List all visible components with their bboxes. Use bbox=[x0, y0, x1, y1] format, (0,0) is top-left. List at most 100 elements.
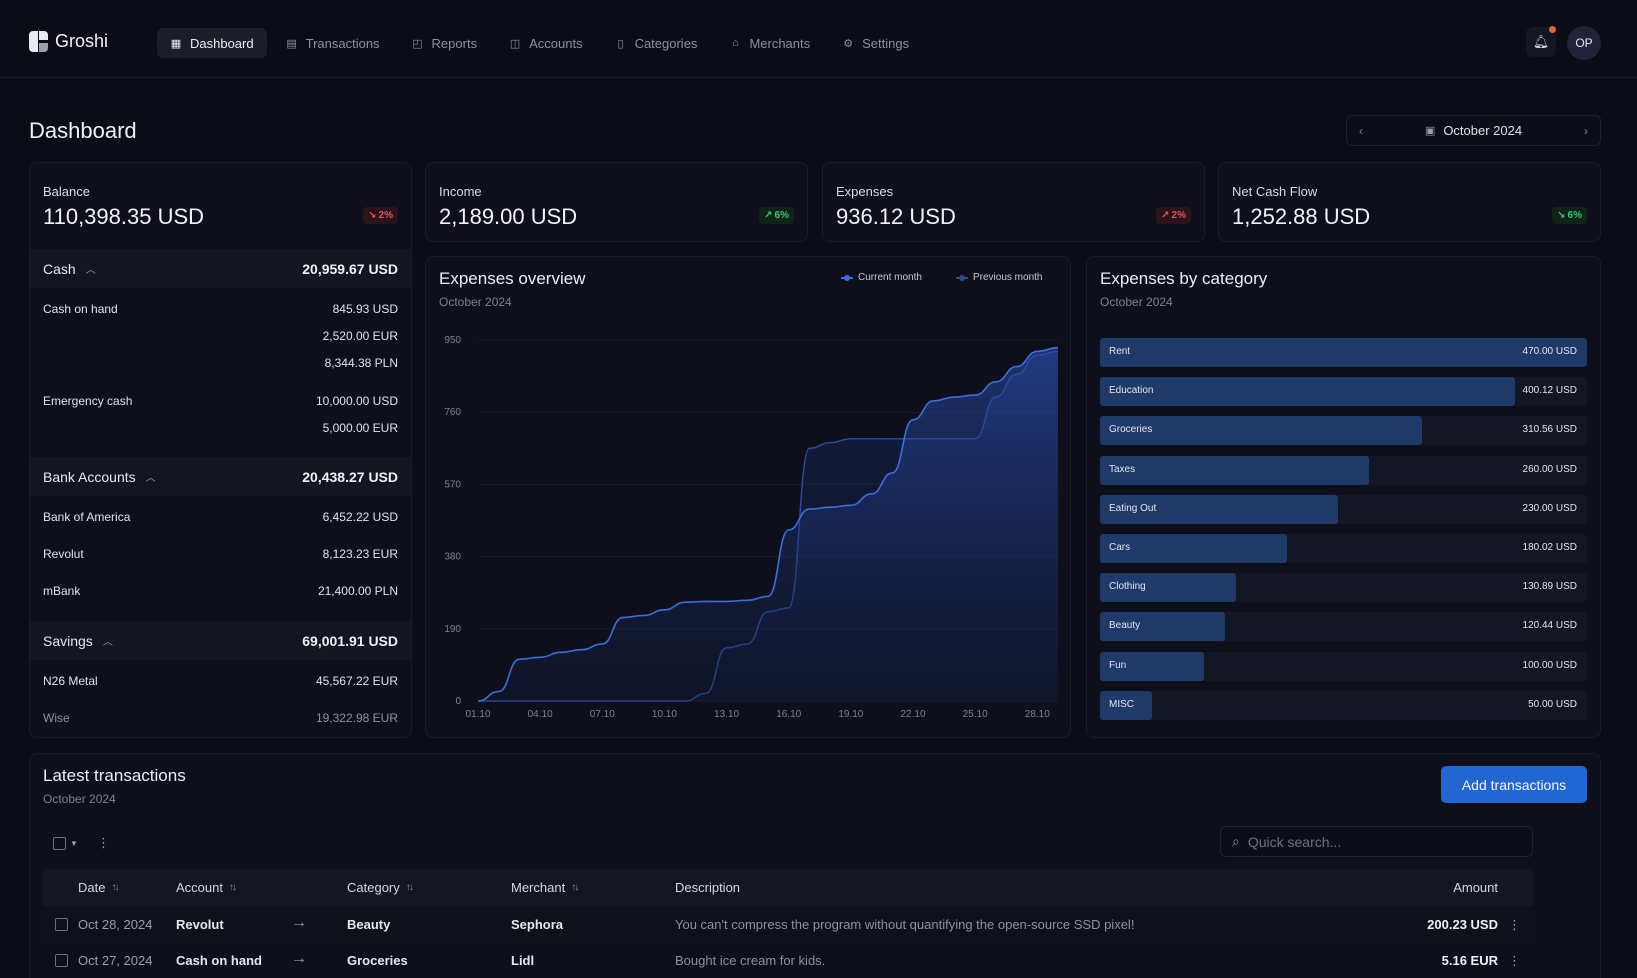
column-category[interactable]: Category ↑↓ bbox=[347, 880, 414, 895]
month-display[interactable]: ▣ October 2024 bbox=[1425, 123, 1522, 138]
stat-label: Income bbox=[439, 184, 482, 199]
category-bar[interactable]: Education 400.12 USD bbox=[1100, 377, 1587, 407]
badge-value: 2% bbox=[378, 210, 393, 221]
account-name[interactable]: Revolut bbox=[43, 547, 84, 561]
account-name[interactable]: Bank of America bbox=[43, 510, 131, 524]
x-tick-label: 13.10 bbox=[714, 709, 739, 720]
chevron-down-icon[interactable]: ▼ bbox=[70, 839, 78, 848]
category-bar[interactable]: Taxes 260.00 USD bbox=[1100, 455, 1587, 485]
nav-dashboard[interactable]: ▦ Dashboard bbox=[157, 28, 267, 58]
accounts-section-bank[interactable]: Bank Accounts ︿ 20,438.27 USD bbox=[30, 457, 411, 496]
nav-transactions[interactable]: ▤ Transactions bbox=[273, 28, 393, 58]
stat-label: Balance bbox=[43, 184, 90, 199]
add-transactions-button[interactable]: Add transactions bbox=[1441, 766, 1587, 803]
panel-title: Expenses overview bbox=[439, 269, 586, 288]
row-menu-icon[interactable]: ⋮ bbox=[1508, 953, 1521, 968]
expenses-overview-panel: Expenses overview October 2024 Current m… bbox=[425, 256, 1071, 738]
column-merchant[interactable]: Merchant ↑↓ bbox=[511, 880, 579, 895]
y-tick-label: 0 bbox=[455, 696, 461, 707]
legend-current[interactable]: Current month bbox=[841, 272, 922, 283]
section-title: Savings bbox=[43, 632, 93, 649]
nav-label: Accounts bbox=[529, 35, 583, 51]
quick-search[interactable]: ⌕ bbox=[1220, 826, 1533, 857]
chevron-up-icon[interactable]: ︿ bbox=[102, 637, 113, 648]
account-value: 6,452.22 USD bbox=[322, 510, 398, 524]
main-nav: ▦ Dashboard ▤ Transactions ◰ Reports ◫ A… bbox=[157, 28, 922, 58]
accounts-section-cash[interactable]: Cash ︿ 20,959.67 USD bbox=[30, 249, 411, 288]
table-row[interactable]: Oct 28, 2024 Revolut → Beauty Sephora Yo… bbox=[43, 906, 1533, 942]
month-picker: ‹ ▣ October 2024 › bbox=[1346, 115, 1601, 146]
account-value: 21,400.00 PLN bbox=[317, 584, 398, 598]
nav-categories[interactable]: ▯ Categories bbox=[602, 28, 711, 58]
row-menu-icon[interactable]: ⋮ bbox=[1508, 917, 1521, 932]
category-bar[interactable]: Beauty 120.44 USD bbox=[1100, 612, 1587, 642]
category-bar[interactable]: Clothing 130.89 USD bbox=[1100, 573, 1587, 603]
column-label: Date bbox=[78, 880, 106, 895]
status-badge: ↗ 6% bbox=[759, 207, 794, 224]
sort-icon[interactable]: ↑↓ bbox=[228, 882, 237, 893]
chevron-left-icon[interactable]: ‹ bbox=[1359, 123, 1363, 138]
account-name[interactable]: Wise bbox=[43, 711, 70, 725]
notification-dot bbox=[1549, 26, 1556, 33]
account-name[interactable]: Cash on hand bbox=[43, 302, 118, 316]
receipt-icon: ▤ bbox=[286, 37, 297, 50]
account-name[interactable]: N26 Metal bbox=[43, 674, 98, 688]
category-bar[interactable]: Eating Out 230.00 USD bbox=[1100, 494, 1587, 524]
column-date[interactable]: Date ↑↓ bbox=[78, 880, 119, 895]
bell-icon: 🔔︎ bbox=[1532, 34, 1550, 49]
account-name[interactable]: mBank bbox=[43, 584, 81, 598]
search-input[interactable] bbox=[1247, 833, 1508, 850]
stat-card-expenses: Expenses 936.12 USD ↗ 2% bbox=[822, 162, 1205, 242]
avatar[interactable]: OP bbox=[1567, 26, 1601, 60]
nav-reports[interactable]: ◰ Reports bbox=[399, 28, 491, 58]
y-tick-label: 760 bbox=[444, 407, 461, 418]
bulk-actions-menu-icon[interactable]: ⋮ bbox=[97, 835, 110, 850]
category-bar-fill bbox=[1100, 416, 1422, 446]
gear-icon: ⚙ bbox=[843, 37, 854, 50]
cell-amount: 200.23 USD bbox=[1427, 917, 1498, 932]
account-value: 10,000.00 USD bbox=[315, 394, 398, 408]
grid-icon: ▦ bbox=[170, 37, 182, 50]
trend-up-icon: ↗ bbox=[764, 210, 773, 221]
row-checkbox[interactable] bbox=[55, 954, 68, 967]
account-value: 5,000.00 EUR bbox=[322, 421, 398, 435]
bookmark-icon: ▯ bbox=[617, 37, 624, 50]
badge-value: 6% bbox=[774, 210, 789, 221]
category-bar[interactable]: Cars 180.02 USD bbox=[1100, 534, 1587, 563]
nav-merchants[interactable]: ⌂ Merchants bbox=[716, 28, 823, 58]
chevron-right-icon[interactable]: › bbox=[1584, 123, 1588, 138]
sort-icon[interactable]: ↑↓ bbox=[571, 882, 579, 893]
column-account[interactable]: Account ↑↓ bbox=[176, 880, 237, 895]
x-tick-label: 10.10 bbox=[652, 709, 677, 720]
category-bar[interactable]: Fun 100.00 USD bbox=[1100, 651, 1587, 681]
header-checkbox-placeholder bbox=[55, 881, 68, 894]
nav-settings[interactable]: ⚙ Settings bbox=[829, 28, 922, 58]
row-checkbox[interactable] bbox=[55, 918, 68, 931]
y-tick-label: 950 bbox=[444, 335, 461, 346]
sort-icon[interactable]: ↑↓ bbox=[405, 882, 414, 893]
legend-previous[interactable]: Previous month bbox=[956, 272, 1042, 283]
category-name: Clothing bbox=[1109, 581, 1146, 593]
trend-down-icon: ↘ bbox=[1557, 210, 1566, 221]
column-label: Amount bbox=[1453, 880, 1498, 895]
accounts-section-savings[interactable]: Savings ︿ 69,001.91 USD bbox=[30, 621, 411, 660]
notifications-button[interactable]: 🔔︎ bbox=[1526, 26, 1556, 57]
table-row[interactable]: Oct 27, 2024 Cash on hand → Groceries Li… bbox=[43, 942, 1533, 978]
wallet-icon: ◫ bbox=[509, 37, 521, 50]
chevron-up-icon[interactable]: ︿ bbox=[145, 473, 156, 484]
x-tick-label: 28.10 bbox=[1025, 709, 1050, 720]
expenses-by-category-panel: Expenses by category October 2024 Rent 47… bbox=[1086, 256, 1601, 738]
chevron-up-icon[interactable]: ︿ bbox=[85, 265, 96, 276]
category-bar[interactable]: Rent 470.00 USD bbox=[1100, 338, 1587, 367]
stat-label: Expenses bbox=[836, 184, 894, 199]
bulk-select[interactable]: ▼ bbox=[53, 837, 78, 850]
account-value: 8,123.23 EUR bbox=[322, 547, 398, 561]
panel-subtitle: October 2024 bbox=[43, 792, 116, 806]
sort-icon[interactable]: ↑↓ bbox=[111, 882, 119, 893]
account-name[interactable]: Emergency cash bbox=[43, 394, 133, 408]
nav-accounts[interactable]: ◫ Accounts bbox=[496, 28, 595, 58]
category-bar[interactable]: MISC 50.00 USD bbox=[1100, 690, 1587, 720]
category-bar[interactable]: Groceries 310.56 USD bbox=[1100, 416, 1587, 446]
logo[interactable]: Groshi bbox=[29, 31, 108, 52]
select-all-checkbox[interactable] bbox=[53, 837, 66, 850]
